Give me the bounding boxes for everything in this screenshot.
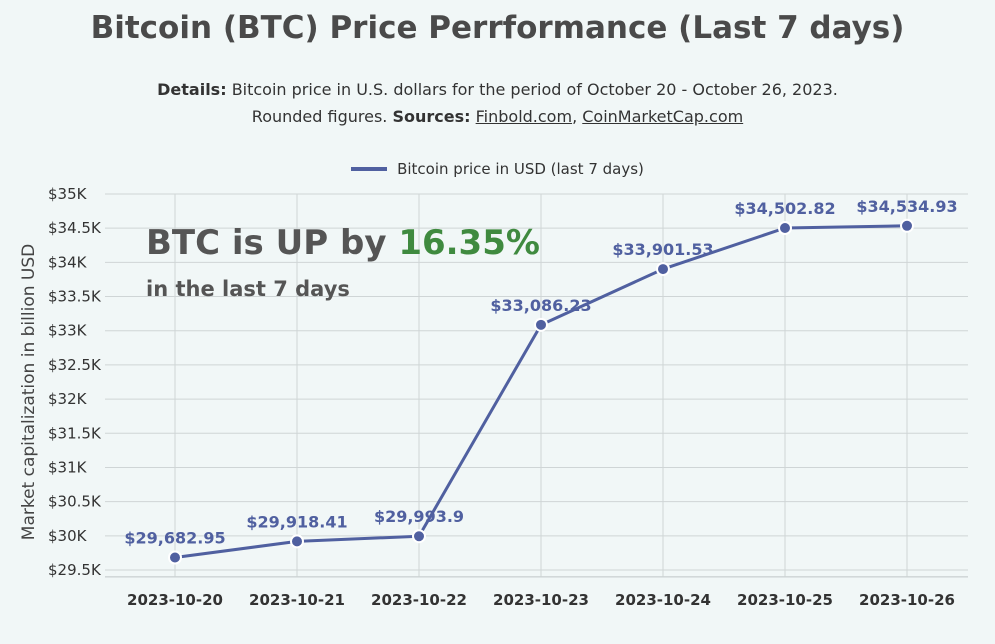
y-tick-label: $29.5K bbox=[48, 561, 102, 579]
sources-label: Sources: bbox=[392, 107, 471, 126]
y-tick-label: $35K bbox=[48, 185, 88, 203]
y-tick-label: $30K bbox=[48, 527, 88, 545]
data-point[interactable] bbox=[656, 262, 670, 277]
y-tick-label: $32.5K bbox=[48, 356, 102, 374]
data-point[interactable] bbox=[900, 218, 914, 233]
y-axis-label: Market capitalization in billion USD bbox=[19, 244, 39, 540]
source-link-coinmarketcap[interactable]: CoinMarketCap.com bbox=[582, 107, 744, 126]
x-tick-label: 2023-10-22 bbox=[371, 591, 467, 609]
annotation-subline: in the last 7 days bbox=[146, 277, 350, 301]
y-tick-label: $32K bbox=[48, 390, 88, 408]
subtitle-line-1: Details: Bitcoin price in U.S. dollars f… bbox=[0, 76, 995, 103]
y-tick-label: $33.5K bbox=[48, 288, 102, 306]
data-label: $29,682.95 bbox=[124, 528, 225, 547]
legend-swatch bbox=[351, 166, 388, 171]
annotation-percentage: 16.35% bbox=[398, 223, 540, 263]
annotation-prefix: BTC is UP by bbox=[146, 223, 398, 263]
data-label: $33,086.23 bbox=[490, 296, 591, 315]
data-label: $29,918.41 bbox=[246, 512, 347, 531]
y-tick-label: $33K bbox=[48, 322, 88, 340]
y-tick-label: $34K bbox=[48, 253, 88, 271]
y-tick-label: $30.5K bbox=[48, 493, 102, 511]
details-text: Bitcoin price in U.S. dollars for the pe… bbox=[231, 80, 838, 99]
x-axis-ticks: 2023-10-20 2023-10-21 2023-10-22 2023-10-23… bbox=[127, 591, 955, 609]
x-tick-label: 2023-10-23 bbox=[493, 591, 589, 609]
annotation-headline: BTC is UP by 16.35% bbox=[146, 223, 540, 263]
data-point[interactable] bbox=[290, 534, 304, 549]
data-label: $29,993.9 bbox=[374, 507, 464, 526]
details-label: Details: bbox=[157, 80, 227, 99]
data-point[interactable] bbox=[168, 550, 182, 565]
data-label: $34,502.82 bbox=[734, 199, 835, 218]
y-axis-ticks: $29.5K $30K $30.5K $31K $31.5K $32K $32.5K $33K… bbox=[48, 185, 102, 579]
data-point[interactable] bbox=[534, 317, 548, 332]
data-point[interactable] bbox=[778, 220, 792, 235]
legend[interactable]: Bitcoin price in USD (last 7 days) bbox=[0, 160, 995, 178]
x-tick-label: 2023-10-25 bbox=[737, 591, 833, 609]
chart-subtitle: Details: Bitcoin price in U.S. dollars f… bbox=[0, 76, 995, 130]
x-tick-label: 2023-10-20 bbox=[127, 591, 223, 609]
data-label: $33,901.53 bbox=[612, 240, 713, 259]
x-tick-label: 2023-10-21 bbox=[249, 591, 345, 609]
source-separator: , bbox=[572, 107, 578, 126]
rounded-text: Rounded figures. bbox=[251, 107, 388, 126]
data-label: $34,534.93 bbox=[856, 197, 957, 216]
data-point[interactable] bbox=[412, 529, 426, 544]
x-tick-label: 2023-10-26 bbox=[859, 591, 955, 609]
subtitle-line-2: Rounded figures. Sources: Finbold.com, C… bbox=[0, 103, 995, 130]
series-btc-price: $29,682.95 $29,918.41 $29,993.9 $33,086.23 $… bbox=[124, 197, 958, 565]
chart-title: Bitcoin (BTC) Price Perrformance (Last 7… bbox=[90, 10, 905, 46]
y-tick-label: $31K bbox=[48, 458, 88, 476]
legend-label: Bitcoin price in USD (last 7 days) bbox=[397, 160, 644, 178]
y-tick-label: $31.5K bbox=[48, 424, 102, 442]
x-tick-label: 2023-10-24 bbox=[615, 591, 711, 609]
y-tick-label: $34.5K bbox=[48, 219, 102, 237]
source-link-finbold[interactable]: Finbold.com bbox=[475, 107, 573, 126]
